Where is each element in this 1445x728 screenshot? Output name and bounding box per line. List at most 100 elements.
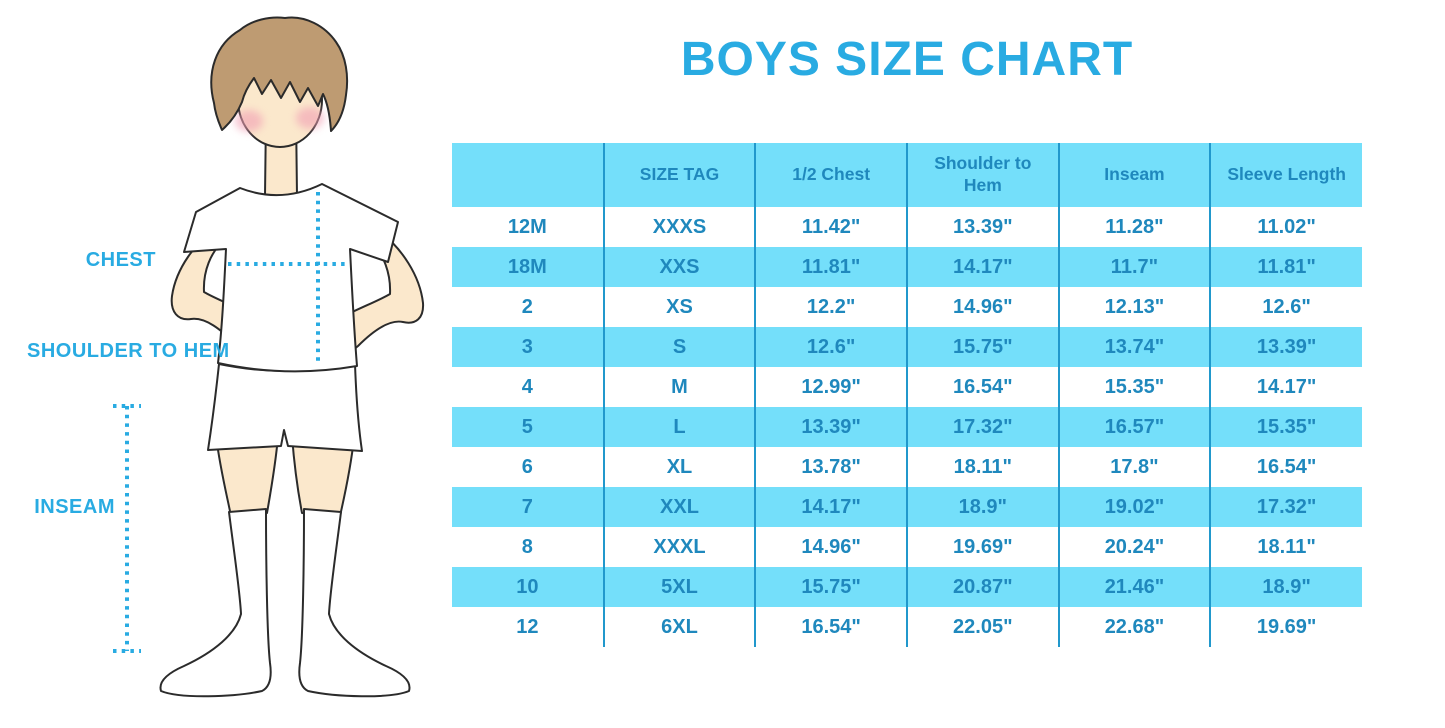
right-sock [298, 508, 411, 698]
header-sleeve-length: Sleeve Length [1209, 143, 1362, 207]
cell-size: 5 [452, 407, 604, 447]
cell-shoulder-to-hem: 16.54" [905, 367, 1059, 407]
cell-size: 6 [521, 455, 533, 478]
table-row: 7 XXL 14.17" 18.9" 19.02" 17.32" [452, 487, 1362, 527]
cell-inseam: 16.57" [1057, 407, 1211, 447]
cell-inseam: 22.68" [1057, 607, 1211, 647]
cell-sleeve-length: 18.11" [1209, 527, 1362, 567]
cell-size-tag: XXXL [602, 527, 756, 567]
cell-shoulder-to-hem: 18.11" [905, 447, 1059, 487]
cell-shoulder-to-hem: 18.9" [905, 487, 1059, 527]
size-chart-table-container: SIZE TAG 1/2 Chest Shoulder to Hem Insea… [452, 143, 1362, 647]
cell-sleeve-length: 19.69" [1209, 607, 1362, 647]
cell-size-tag: S [602, 327, 756, 367]
cell-shoulder-to-hem: 17.32" [905, 407, 1059, 447]
boy-figure-illustration [113, 16, 425, 698]
shorts [207, 363, 363, 452]
cell-inseam: 19.02" [1057, 487, 1211, 527]
cell-sleeve-length: 13.39" [1209, 327, 1362, 367]
cell-size: 7 [452, 487, 604, 527]
header-half-chest: 1/2 Chest [754, 143, 907, 207]
cell-size-tag: L [602, 407, 756, 447]
cell-sleeve-length: 18.9" [1209, 567, 1362, 607]
cell-size: 10 [452, 567, 604, 607]
inseam-label: INSEAM [34, 496, 115, 518]
cell-half-chest: 16.54" [754, 607, 907, 647]
cell-size-tag: 5XL [602, 567, 756, 607]
table-row: 5 L 13.39" 17.32" 16.57" 15.35" [452, 407, 1362, 447]
cell-inseam: 20.24" [1057, 527, 1211, 567]
cell-inseam: 12.13" [1057, 287, 1211, 327]
header-size [452, 143, 604, 207]
cell-sleeve-length: 12.6" [1209, 287, 1362, 327]
cell-inseam: 11.7" [1057, 247, 1211, 287]
cell-half-chest: 14.17" [754, 487, 907, 527]
left-blush [235, 110, 263, 132]
cell-sleeve-length: 11.02" [1209, 207, 1362, 247]
left-sock [159, 508, 272, 698]
boy-illustration: CHEST SHOULDER TO HEM INSEAM [0, 0, 460, 723]
cell-half-chest: 11.81" [754, 247, 907, 287]
cell-half-chest: 15.75" [754, 567, 907, 607]
table-row: 8 XXXL 14.96" 19.69" 20.24" 18.11" [452, 527, 1362, 567]
cell-sleeve-length: 17.32" [1209, 487, 1362, 527]
table-row: 6 XL 13.78" 18.11" 17.8" 16.54" [452, 447, 1362, 487]
header-shoulder-to-hem: Shoulder to Hem [905, 143, 1059, 207]
cell-size-tag: 6XL [602, 607, 756, 647]
cell-half-chest: 11.42" [754, 207, 907, 247]
cell-shoulder-to-hem: 20.87" [905, 567, 1059, 607]
cell-shoulder-to-hem: 14.96" [905, 287, 1059, 327]
cell-inseam: 17.8" [1057, 447, 1211, 487]
cell-size-tag: XXXS [602, 207, 756, 247]
hair [210, 16, 349, 132]
cell-half-chest: 12.99" [754, 367, 907, 407]
cell-size-tag: M [602, 367, 756, 407]
cell-half-chest: 12.6" [754, 327, 907, 367]
table-row: 12M XXXS 11.42" 13.39" 11.28" 11.02" [452, 207, 1362, 247]
cell-sleeve-length: 15.35" [1209, 407, 1362, 447]
cell-half-chest: 13.39" [754, 407, 907, 447]
chest-label: CHEST [85, 249, 156, 271]
cell-inseam: 21.46" [1057, 567, 1211, 607]
cell-sleeve-length: 16.54" [1209, 447, 1362, 487]
page-title: BOYS SIZE CHART [680, 33, 1134, 86]
shoulder-to-hem-label: SHOULDER TO HEM [27, 340, 230, 362]
table-row: 12 6XL 16.54" 22.05" 22.68" 19.69" [452, 607, 1362, 647]
cell-sleeve-length: 14.17" [1209, 367, 1362, 407]
t-shirt [183, 183, 399, 373]
cell-inseam: 11.28" [1057, 207, 1211, 247]
cell-size: 3 [452, 327, 604, 367]
cell-size: 4 [521, 375, 533, 398]
table-row: 18M XXS 11.81" 14.17" 11.7" 11.81" [452, 247, 1362, 287]
cell-size-tag: XXL [602, 487, 756, 527]
cell-inseam: 13.74" [1057, 327, 1211, 367]
right-arm [343, 229, 425, 357]
cell-size: 2 [521, 295, 533, 318]
table-row: 4 M 12.99" 16.54" 15.35" 14.17" [452, 367, 1362, 407]
cell-size-tag: XL [602, 447, 756, 487]
cell-inseam: 15.35" [1057, 367, 1211, 407]
size-chart-table: SIZE TAG 1/2 Chest Shoulder to Hem Insea… [452, 143, 1362, 647]
cell-shoulder-to-hem: 19.69" [905, 527, 1059, 567]
cell-sleeve-length: 11.81" [1209, 247, 1362, 287]
header-inseam: Inseam [1057, 143, 1211, 207]
cell-size: 8 [521, 535, 533, 558]
table-header: SIZE TAG 1/2 Chest Shoulder to Hem Insea… [452, 143, 1362, 207]
right-blush [296, 107, 324, 129]
cell-size-tag: XXS [602, 247, 756, 287]
table-body: 12M XXXS 11.42" 13.39" 11.28" 11.02" 18M… [452, 207, 1362, 647]
cell-size-tag: XS [602, 287, 756, 327]
cell-size: 12 [516, 615, 539, 638]
header-row: SIZE TAG 1/2 Chest Shoulder to Hem Insea… [452, 143, 1362, 207]
cell-shoulder-to-hem: 14.17" [905, 247, 1059, 287]
cell-shoulder-to-hem: 15.75" [905, 327, 1059, 367]
table-row: 10 5XL 15.75" 20.87" 21.46" 18.9" [452, 567, 1362, 607]
cell-half-chest: 13.78" [754, 447, 907, 487]
table-row: 2 XS 12.2" 14.96" 12.13" 12.6" [452, 287, 1362, 327]
cell-shoulder-to-hem: 22.05" [905, 607, 1059, 647]
header-size-tag: SIZE TAG [602, 143, 756, 207]
cell-half-chest: 14.96" [754, 527, 907, 567]
cell-half-chest: 12.2" [754, 287, 907, 327]
cell-size: 12M [507, 215, 547, 238]
cell-size: 18M [452, 247, 604, 287]
